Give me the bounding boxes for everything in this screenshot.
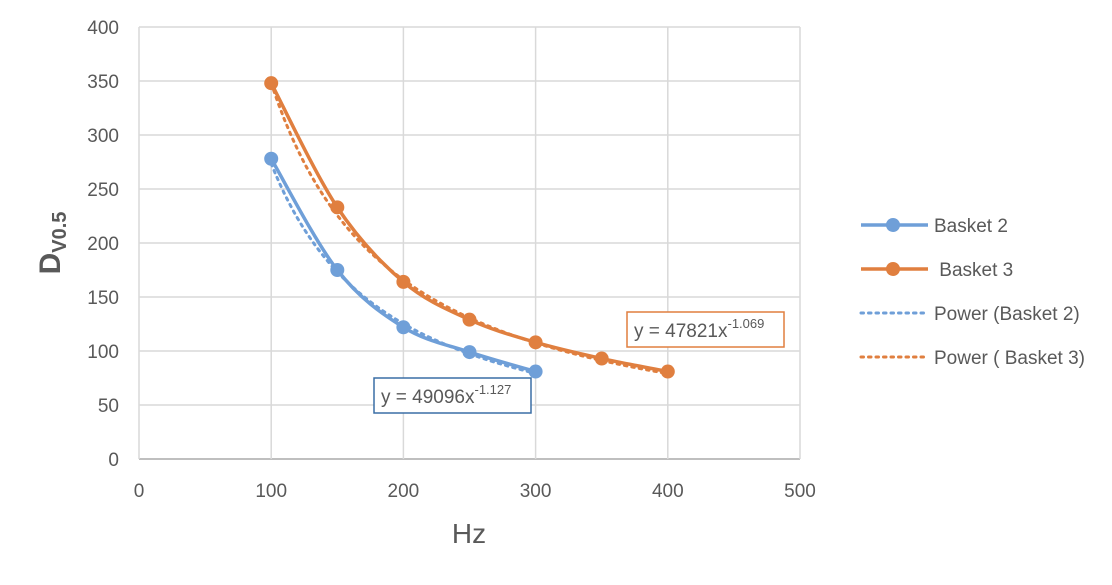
legend-item-power-basket-3[interactable]: Power ( Basket 3) (859, 348, 1085, 369)
svg-text:y = 49096x-1.127: y = 49096x-1.127 (381, 382, 511, 408)
data-point[interactable] (528, 364, 543, 379)
series-line (269, 157, 537, 374)
x-tick-label: 300 (520, 481, 552, 502)
legend-label: Power (Basket 2) (934, 304, 1080, 325)
marker-circle-icon (886, 218, 900, 232)
gridlines (138, 26, 801, 460)
y-axis-title-main: D (34, 253, 67, 275)
data-point[interactable] (330, 200, 345, 215)
x-tick-label: 200 (388, 481, 420, 502)
y-tick-label: 350 (87, 72, 119, 93)
y-axis-title: DV0.5 (34, 212, 71, 275)
y-tick-label: 100 (87, 342, 119, 363)
y-tick-label: 400 (87, 18, 119, 39)
legend-item-basket-2[interactable]: Basket 2 (861, 216, 1008, 237)
y-tick-label: 250 (87, 180, 119, 201)
legend-item-basket-3[interactable]: Basket 3 (861, 260, 1013, 281)
x-axis-ticks: 0 100 200 300 400 500 (134, 481, 816, 502)
x-tick-label: 500 (784, 481, 816, 502)
data-point[interactable] (264, 76, 279, 91)
data-point[interactable] (528, 335, 543, 350)
equation-label-basket3: y = 47821x-1.069 (626, 311, 785, 348)
equation-basket2-exp: -1.127 (475, 382, 512, 397)
data-point[interactable] (660, 364, 675, 379)
legend-label: Basket 3 (934, 260, 1013, 281)
x-tick-label: 400 (652, 481, 684, 502)
trendline-power (269, 81, 670, 376)
data-point[interactable] (264, 151, 279, 166)
data-point[interactable] (462, 312, 477, 327)
data-point[interactable] (462, 345, 477, 360)
equation-basket3-base: y = 47821x (634, 321, 728, 342)
x-tick-label: 100 (255, 481, 287, 502)
y-axis-title-sub: V0.5 (49, 212, 71, 253)
y-axis-ticks: 0 50 100 150 200 250 300 350 400 (87, 18, 119, 471)
data-point[interactable] (330, 263, 345, 277)
y-tick-label: 300 (87, 126, 119, 147)
series-line (269, 82, 669, 374)
legend: Basket 2 Basket 3 Power (Basket 2) Power… (859, 216, 1085, 369)
equation-basket2-base: y = 49096x (381, 387, 475, 408)
y-tick-label: 0 (108, 450, 119, 471)
svg-text:DV0.5: DV0.5 (34, 212, 71, 275)
data-series (264, 76, 675, 379)
legend-label: Basket 2 (934, 216, 1008, 237)
equation-label-basket2: y = 49096x-1.127 (373, 377, 532, 414)
data-point[interactable] (396, 274, 411, 289)
x-tick-label: 0 (134, 481, 145, 502)
equation-basket3-exp: -1.069 (728, 316, 765, 331)
legend-label: Power ( Basket 3) (934, 348, 1085, 369)
y-tick-label: 200 (87, 234, 119, 255)
svg-text:y = 47821x-1.069: y = 47821x-1.069 (634, 316, 764, 342)
data-point[interactable] (396, 320, 411, 335)
legend-item-power-basket-2[interactable]: Power (Basket 2) (859, 304, 1080, 325)
data-point[interactable] (594, 351, 609, 366)
marker-circle-icon (886, 262, 900, 276)
trendlines (269, 81, 670, 376)
y-tick-label: 50 (98, 396, 119, 417)
y-tick-label: 150 (87, 288, 119, 309)
x-axis-title: Hz (452, 518, 486, 549)
